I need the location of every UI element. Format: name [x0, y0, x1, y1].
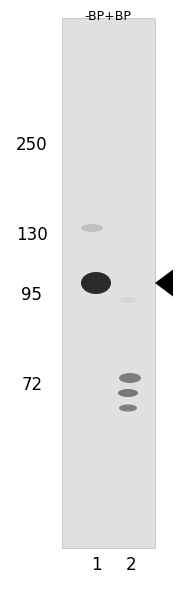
Text: 95: 95 [22, 286, 42, 304]
Ellipse shape [81, 272, 111, 294]
Text: -BP+BP: -BP+BP [84, 10, 132, 23]
Ellipse shape [118, 389, 138, 397]
Text: 72: 72 [22, 376, 43, 394]
Ellipse shape [119, 373, 141, 383]
Text: 1: 1 [91, 556, 101, 574]
Ellipse shape [81, 224, 103, 232]
Bar [62, 18, 155, 548]
Text: 130: 130 [16, 226, 48, 244]
Text: 2: 2 [126, 556, 136, 574]
Ellipse shape [119, 297, 137, 303]
Ellipse shape [119, 404, 137, 412]
Text: 250: 250 [16, 136, 48, 154]
Polygon shape [155, 269, 173, 296]
